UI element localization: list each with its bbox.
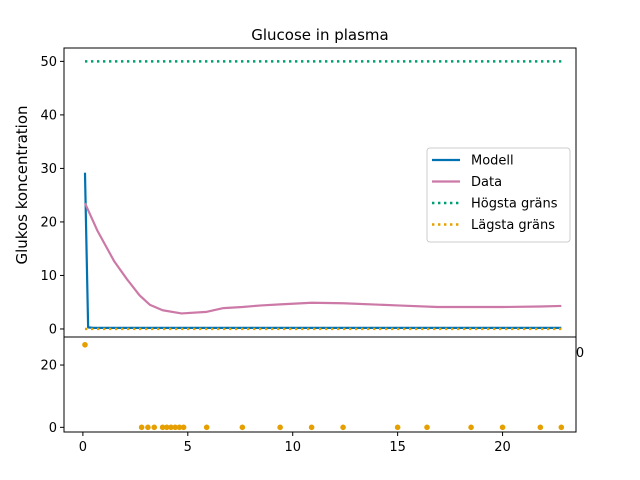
x-tick-label: 20 [494, 440, 511, 455]
chart-title: Glucose in plasma [251, 26, 388, 44]
scatter-point [203, 424, 210, 431]
scatter-point [159, 424, 166, 431]
legend-box [426, 147, 571, 243]
scatter-point [164, 424, 170, 431]
legend-entry-label: Lägsta gräns [471, 218, 555, 233]
scatter-point [424, 424, 430, 431]
y-axis-label: Glukos koncentration [13, 105, 31, 264]
y-tick-label: 20 [40, 359, 57, 374]
x-tick-label: 10 [284, 440, 301, 455]
scatter-point [168, 424, 174, 431]
legend-entry-label: Högsta gräns [471, 197, 558, 212]
scatter-point [558, 424, 565, 431]
scatter-point [172, 424, 179, 431]
scatter-point [340, 424, 346, 431]
scatter-point [151, 424, 158, 431]
scatter-point [277, 424, 283, 431]
y-tick-label: 50 [40, 55, 57, 70]
x-tick-label: 0 [79, 440, 87, 455]
scatter-point [499, 424, 506, 431]
scatter-point [239, 424, 246, 431]
scatter-point [138, 424, 145, 431]
legend-entry-label: Data [471, 175, 502, 190]
series-line-2 [83, 202, 562, 315]
y-tick-label: 0 [49, 421, 57, 436]
x-tick-label: 5 [184, 440, 192, 455]
scatter-point [145, 424, 151, 431]
y-tick-label: 30 [40, 162, 57, 177]
y-tick-label: 10 [40, 269, 57, 284]
scatter-point [176, 424, 183, 431]
scatter-point [180, 424, 187, 431]
scatter-point [308, 424, 315, 431]
y-tick-label: 40 [40, 108, 57, 123]
bottom-axes-frame [63, 336, 577, 433]
y-tick-label: 20 [40, 215, 57, 230]
legend-entry-label: Modell [471, 154, 514, 169]
scatter-point [468, 424, 474, 431]
scatter-point [537, 424, 544, 431]
legend: Modell Data Högsta gräns Lägsta gräns [426, 147, 571, 243]
stray-tick-label: 0 [576, 346, 584, 361]
bottom-plot-area: 0 20 0 5 10 15 20 [40, 336, 577, 455]
y-tick-label: 0 [49, 322, 57, 337]
scatter-point [394, 424, 401, 431]
scatter-point [82, 341, 88, 348]
x-tick-label: 15 [389, 440, 406, 455]
